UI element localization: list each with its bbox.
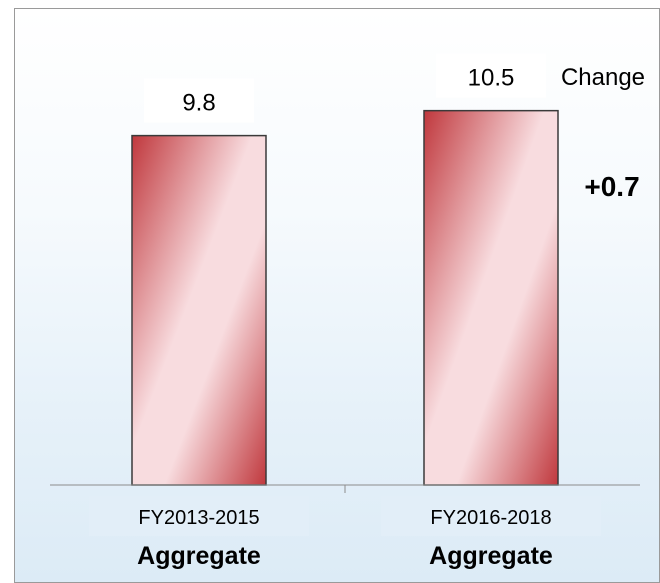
value-label-0: 9.8 — [182, 90, 215, 117]
category-label-0: FY2013-2015 — [138, 507, 259, 529]
category-label-1: FY2016-2018 — [430, 507, 551, 529]
category-label-box-1 — [381, 496, 601, 536]
bars-layer: 9.8 10.5 — [131, 53, 559, 486]
value-label-box-0 — [144, 78, 254, 123]
value-label-1: 10.5 — [468, 65, 515, 92]
value-label-box-1 — [436, 53, 546, 98]
bar-0 — [131, 134, 267, 486]
category-sublabel-0: Aggregate — [137, 542, 261, 570]
change-value: +0.7 — [584, 171, 639, 202]
category-sublabel-1: Aggregate — [429, 542, 553, 570]
category-labels: FY2013-2015 Aggregate FY2016-2018 Aggregate — [89, 496, 601, 570]
change-header: Change — [561, 64, 645, 91]
bar-1 — [423, 109, 559, 486]
category-label-box-0 — [89, 496, 309, 536]
